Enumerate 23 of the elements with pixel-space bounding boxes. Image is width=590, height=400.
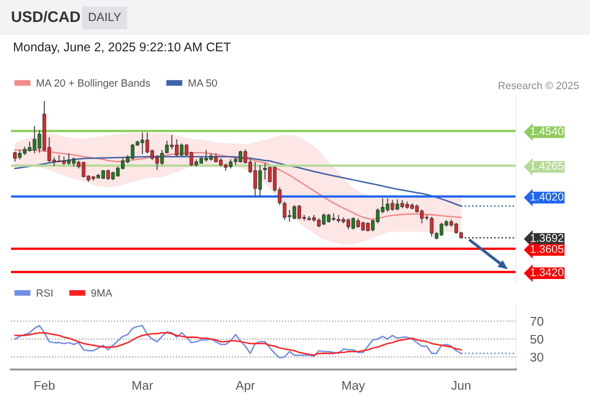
y-tick-label: 30 (530, 352, 544, 362)
y-tick-label: 70 (530, 316, 544, 326)
x-tick-label: Mar (132, 381, 153, 390)
legend-label: MA 20 + Bollinger Bands (36, 79, 150, 89)
y-tick-label: 1.4020 (530, 192, 564, 201)
x-tick-label: Apr (236, 381, 255, 392)
x-tick-label: Feb (34, 380, 55, 390)
y-tick-label: 1.3692 (530, 234, 564, 242)
line-series (14, 332, 462, 356)
y-tick-label: 50 (530, 334, 544, 344)
legend-label: 9MA (91, 289, 112, 297)
x-tick-label: Jun (451, 381, 470, 390)
y-tick-label: 1.3605 (530, 245, 564, 253)
chart-title: USD/CAD (12, 10, 80, 22)
y-tick-label: 1.4265 (530, 162, 564, 170)
y-tick-label: 1.3420 (530, 268, 564, 276)
x-tick-label: May (342, 381, 366, 392)
chart-subtitle: Monday, June 2, 2025 9:22:10 AM CET (14, 42, 231, 54)
text: Research © 2025 (498, 82, 579, 90)
legend-label: MA 50 (188, 79, 217, 87)
legend-label: RSI (36, 289, 52, 297)
text: DAILY (88, 12, 121, 22)
y-tick-label: 1.4540 (530, 127, 564, 136)
